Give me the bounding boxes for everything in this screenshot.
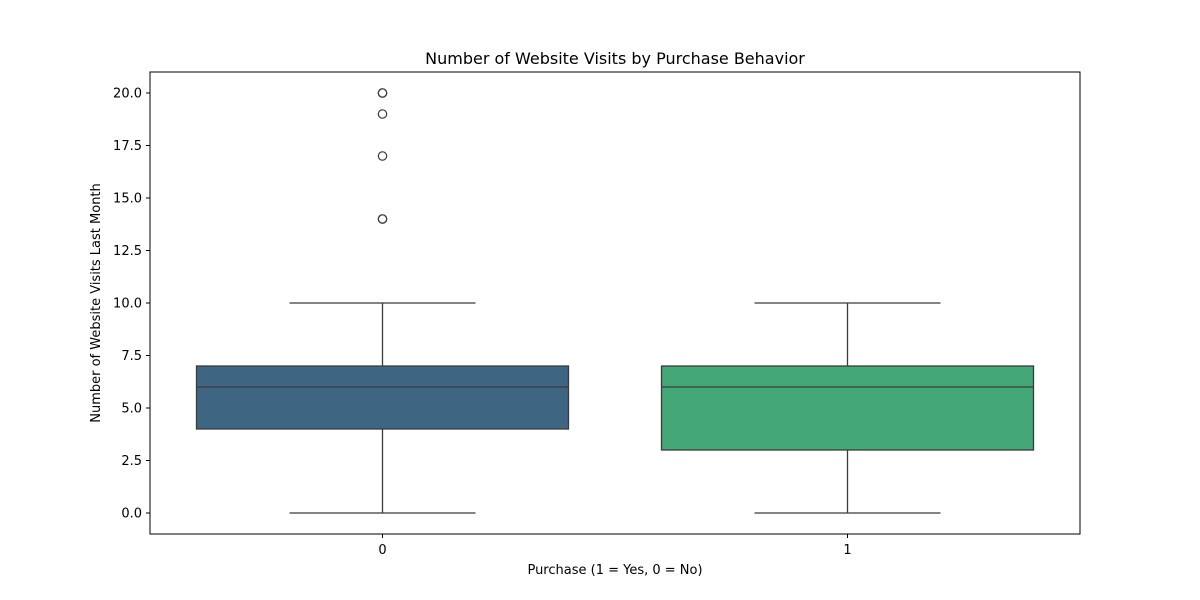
outlier-point: [377, 214, 388, 224]
x-tick-label: 1: [843, 543, 851, 558]
iqr-box: [195, 365, 570, 430]
chart-title: Number of Website Visits by Purchase Beh…: [425, 49, 805, 68]
iqr-box: [660, 365, 1035, 451]
outlier-point: [377, 151, 388, 161]
box-group-1: [660, 302, 1035, 514]
y-tick-label: 2.5: [121, 454, 142, 469]
y-tick-label: 0.0: [121, 507, 142, 522]
box-group-0: [195, 88, 570, 514]
y-tick-label: 15.0: [113, 192, 142, 207]
plot-content: [195, 88, 1035, 514]
x-axis-label: Purchase (1 = Yes, 0 = No): [527, 563, 702, 578]
y-axis-label: Number of Website Visits Last Month: [89, 183, 104, 423]
x-tick-label: 0: [378, 543, 386, 558]
outlier-point: [377, 109, 388, 119]
y-tick-label: 5.0: [121, 402, 142, 417]
y-tick-label: 7.5: [121, 349, 142, 364]
y-tick-label: 12.5: [113, 244, 142, 259]
outlier-point: [377, 88, 388, 98]
y-tick-label: 10.0: [113, 297, 142, 312]
y-tick-label: 20.0: [113, 87, 142, 102]
y-axis-ticks: 0.0 2.5 5.0 7.5 10.0 12.5 15.0 17.5 20.0: [113, 87, 150, 522]
y-tick-label: 17.5: [113, 139, 142, 154]
